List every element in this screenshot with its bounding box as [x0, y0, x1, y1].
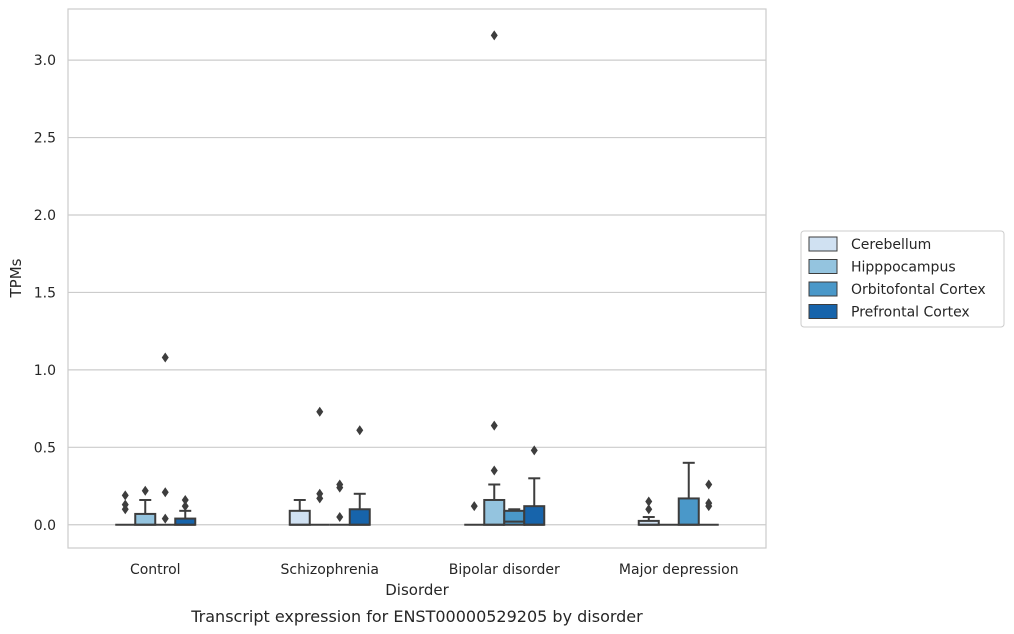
y-axis-title: TPMs	[7, 258, 25, 298]
legend-label: Hipppocampus	[851, 260, 956, 276]
boxes	[115, 30, 719, 526]
outlier-point	[470, 501, 478, 512]
outlier-point	[121, 490, 129, 501]
outlier-point	[356, 425, 364, 436]
x-tick-label: Control	[130, 562, 181, 578]
box-group	[483, 30, 506, 526]
y-tick-labels: 0.0 0.5 1.0 1.5 2.0 2.5 3.0	[34, 53, 56, 534]
box	[348, 508, 371, 526]
legend-label: Prefrontal Cortex	[851, 305, 970, 321]
outlier-point	[530, 445, 538, 456]
y-tick-label: 0.5	[34, 440, 56, 456]
chart-caption: Transcript expression for ENST0000052920…	[190, 607, 643, 626]
outlier-point	[705, 479, 713, 490]
y-tick-label: 2.0	[34, 208, 56, 224]
legend: Cerebellum Hipppocampus Orbitofontal Corte…	[800, 230, 1005, 328]
gridlines	[68, 59, 766, 526]
box-group	[309, 406, 330, 526]
box-group	[155, 352, 176, 526]
outlier-point	[161, 352, 169, 363]
box-group	[288, 498, 311, 526]
plot-area-frame	[67, 8, 767, 549]
outlier-point	[161, 513, 169, 524]
outlier-point	[705, 498, 713, 509]
box-group	[677, 461, 700, 526]
y-tick-label: 0.0	[34, 518, 56, 534]
box-group	[698, 479, 719, 526]
y-tick-label: 3.0	[34, 53, 56, 69]
outlier-point	[490, 420, 498, 431]
legend-swatch	[808, 259, 838, 274]
box-group	[503, 508, 526, 526]
outlier-point	[336, 512, 344, 523]
x-axis-title: Disorder	[385, 581, 449, 599]
box	[483, 498, 506, 526]
outlier-point	[336, 479, 344, 490]
box-group	[637, 496, 660, 526]
box-group	[134, 485, 157, 526]
outlier-point	[490, 30, 498, 41]
legend-items: Cerebellum Hipppocampus Orbitofontal Corte…	[808, 236, 986, 321]
outlier-point	[181, 501, 189, 512]
x-tick-label: Bipolar disorder	[449, 562, 560, 578]
outlier-point	[316, 488, 324, 499]
x-tick-label: Schizophrenia	[281, 562, 379, 578]
y-tick-label: 2.5	[34, 131, 56, 147]
outlier-point	[181, 494, 189, 505]
outlier-point	[161, 487, 169, 498]
legend-swatch	[808, 281, 838, 297]
legend-label: Orbitofontal Cortex	[851, 282, 986, 298]
box-group	[329, 479, 350, 526]
box-group	[464, 501, 485, 526]
legend-frame	[800, 230, 1005, 328]
outlier-point	[490, 465, 498, 476]
box-group	[174, 494, 197, 526]
x-tick-label: Major depression	[619, 562, 739, 578]
x-tick-labels: Control Schizophrenia Bipolar disorder Majo…	[130, 562, 739, 578]
outlier-point	[645, 504, 653, 515]
box	[503, 509, 526, 526]
box-group	[115, 490, 136, 526]
outlier-point	[121, 499, 129, 510]
box	[134, 512, 157, 526]
box-group	[348, 425, 371, 526]
box	[288, 509, 311, 526]
legend-swatch	[808, 236, 838, 252]
legend-label: Cerebellum	[851, 237, 931, 253]
box	[523, 505, 546, 526]
y-tick-label: 1.0	[34, 363, 56, 379]
outlier-point	[141, 485, 149, 496]
box-group	[523, 445, 546, 526]
box	[677, 497, 700, 526]
y-tick-label: 1.5	[34, 285, 56, 301]
legend-swatch	[808, 304, 838, 319]
outlier-point	[316, 406, 324, 417]
outlier-point	[645, 496, 653, 507]
